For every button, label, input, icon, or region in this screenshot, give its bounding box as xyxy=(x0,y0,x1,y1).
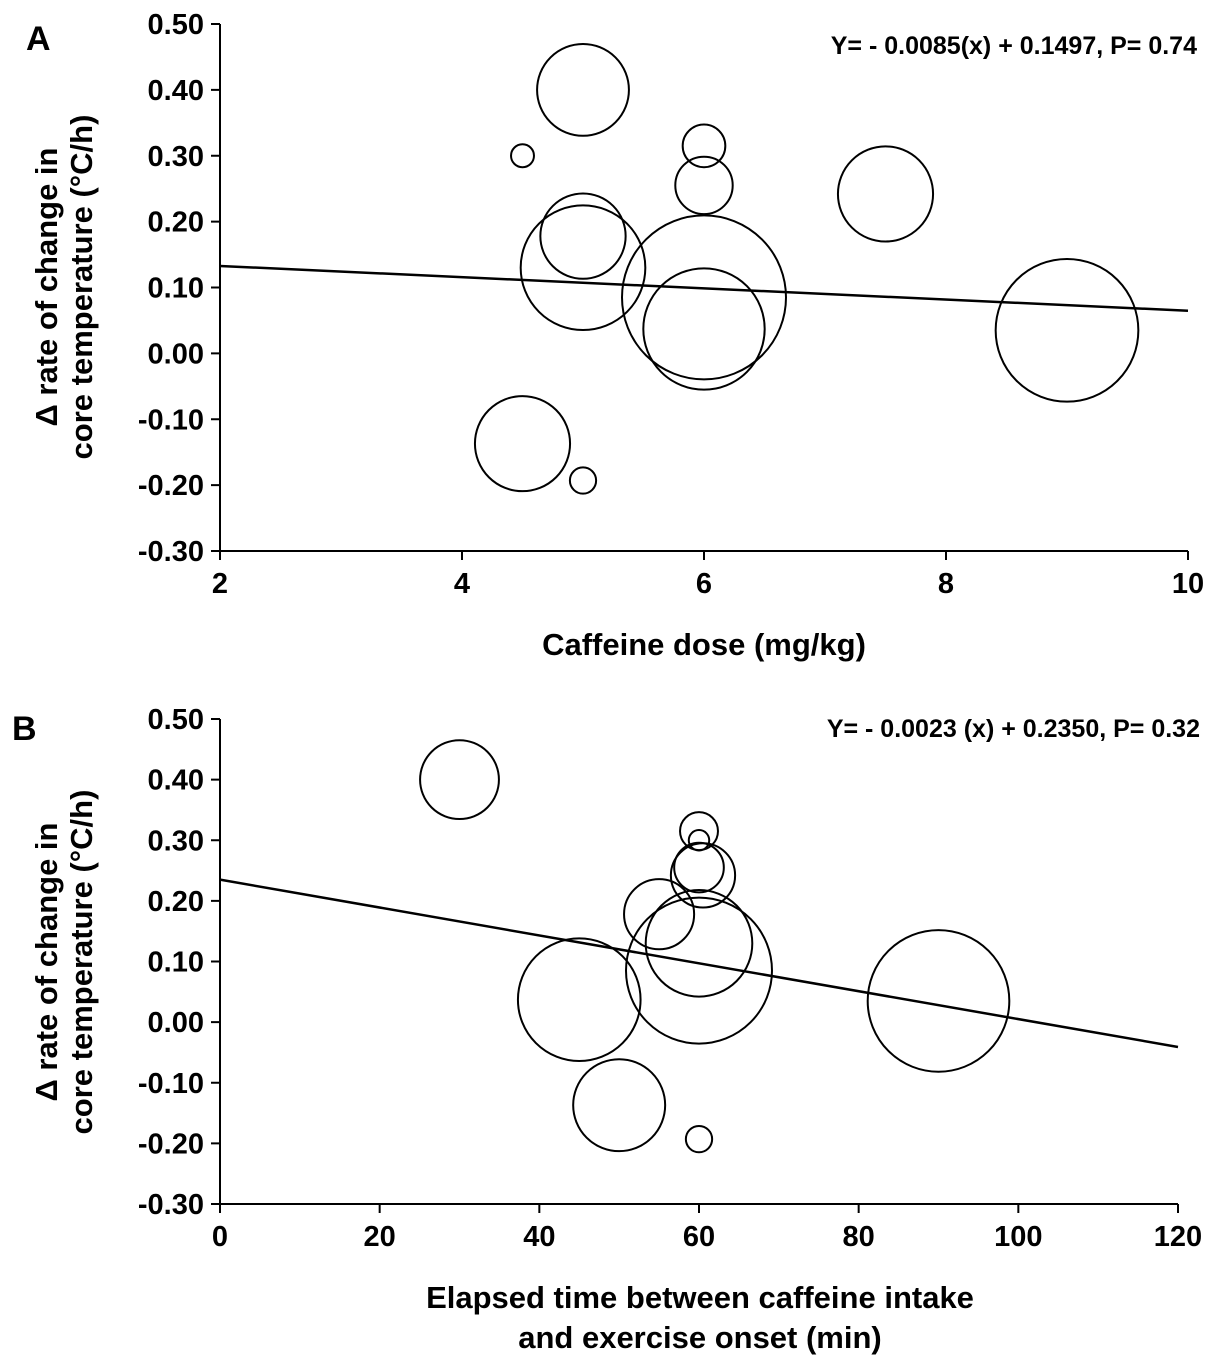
y-tick-label: 0.40 xyxy=(148,75,204,107)
y-tick-label: -0.30 xyxy=(138,1189,204,1221)
y-tick-label: 0.40 xyxy=(148,765,204,797)
data-bubble xyxy=(568,466,598,495)
x-tick-label: 4 xyxy=(454,568,470,600)
y-tick-label: 0.10 xyxy=(148,947,204,979)
x-tick-label: 40 xyxy=(523,1221,555,1253)
y-tick-label: 0.50 xyxy=(148,9,204,41)
regression-equation: Y= - 0.0023 (x) + 0.2350, P= 0.32 xyxy=(827,715,1200,743)
data-bubble xyxy=(536,42,630,137)
data-bubble xyxy=(684,1124,714,1154)
data-bubble xyxy=(687,829,711,852)
y-tick-label: -0.20 xyxy=(138,470,204,502)
x-tick-label: 6 xyxy=(696,568,712,600)
x-tick-label: 120 xyxy=(1154,1221,1202,1253)
y-tick-label: 0.10 xyxy=(148,273,204,305)
y-axis-title: Δ rate of change in xyxy=(29,823,64,1102)
data-bubble xyxy=(669,842,737,909)
x-tick-label: 10 xyxy=(1172,568,1204,600)
chart-panel-b: B 0.50 0.40 0.30 0.20 0.10 0.00 -0.10 -0.20 -0.30… xyxy=(12,704,1202,1355)
chart-panel-a: A 0.50 0.40 0.30 0.20 0.10 0.00 -0.10 -0.20 -0.30… xyxy=(26,9,1204,662)
y-tick-label: 0.20 xyxy=(148,207,204,239)
y-tick-label: 0.30 xyxy=(148,825,204,857)
y-tick-label: -0.10 xyxy=(138,1068,204,1100)
data-bubble xyxy=(572,1058,667,1153)
data-bubble xyxy=(516,937,642,1063)
x-axis-title: Caffeine dose (mg/kg) xyxy=(542,627,866,662)
y-axis-title: core temperature (°C/h) xyxy=(64,790,99,1135)
regression-line xyxy=(219,264,1189,313)
regression-equation: Y= - 0.0085(x) + 0.1497, P= 0.74 xyxy=(831,32,1197,60)
data-bubble xyxy=(539,192,627,280)
data-bubble xyxy=(510,143,535,169)
data-bubble xyxy=(681,123,727,169)
regression-line xyxy=(219,878,1179,1049)
data-bubble xyxy=(623,878,696,951)
x-tick-label: 8 xyxy=(938,568,954,600)
data-bubble xyxy=(866,929,1011,1073)
data-bubble xyxy=(994,257,1140,403)
data-bubble xyxy=(621,214,787,381)
data-bubble xyxy=(473,395,572,493)
y-axis-title: Δ rate of change in xyxy=(29,148,64,427)
x-tick-label: 60 xyxy=(683,1221,715,1253)
data-bubble xyxy=(642,267,766,391)
y-tick-label: -0.20 xyxy=(138,1128,204,1160)
y-tick-label: 0.20 xyxy=(148,886,204,918)
data-bubble xyxy=(519,204,647,332)
y-axis-title: core temperature (°C/h) xyxy=(64,115,99,460)
x-tick-label: 20 xyxy=(364,1221,396,1253)
y-tick-label: -0.30 xyxy=(138,536,204,568)
x-tick-label: 2 xyxy=(212,568,228,600)
data-bubble xyxy=(674,155,734,216)
x-tick-label: 80 xyxy=(843,1221,875,1253)
data-bubble xyxy=(836,145,935,243)
data-bubble xyxy=(644,889,754,998)
y-tick-label: -0.10 xyxy=(138,404,204,436)
y-tick-label: 0.00 xyxy=(148,338,204,370)
data-bubble xyxy=(625,896,773,1045)
x-axis-title: and exercise onset (min) xyxy=(518,1320,882,1355)
panel-letter: B xyxy=(12,710,37,748)
x-tick-label: 0 xyxy=(212,1221,228,1253)
x-tick-label: 100 xyxy=(994,1221,1042,1253)
y-tick-label: 0.30 xyxy=(148,141,204,173)
panel-letter: A xyxy=(26,20,51,58)
x-axis-title: Elapsed time between caffeine intake xyxy=(426,1280,974,1315)
y-tick-label: 0.50 xyxy=(148,704,204,736)
y-tick-label: 0.00 xyxy=(148,1007,204,1039)
data-bubble xyxy=(419,739,500,821)
